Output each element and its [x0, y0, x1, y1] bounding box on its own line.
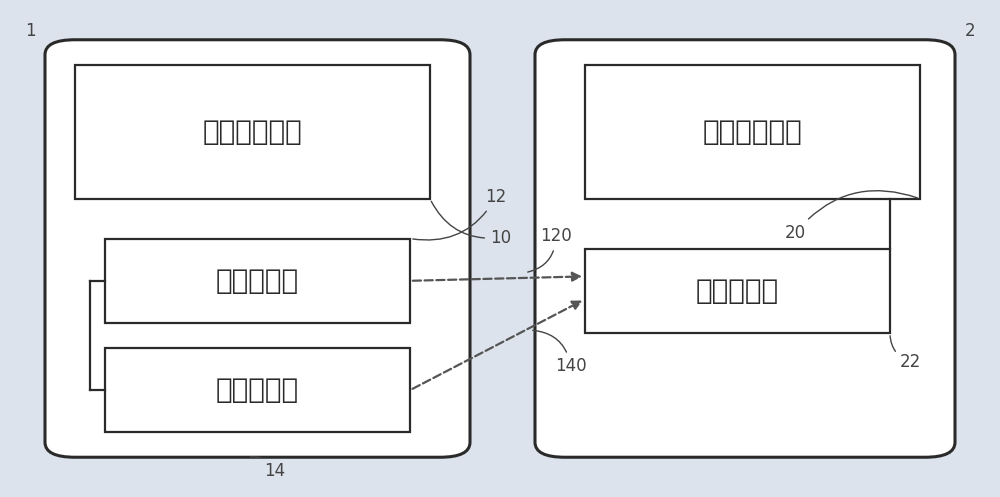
Text: 第二扬声器: 第二扬声器 [216, 376, 299, 404]
Text: 120: 120 [528, 227, 572, 272]
FancyBboxPatch shape [75, 65, 430, 199]
Text: 22: 22 [890, 336, 921, 371]
Text: 2: 2 [964, 22, 975, 40]
Text: 第一处理模组: 第一处理模组 [203, 118, 302, 146]
FancyBboxPatch shape [105, 239, 410, 323]
Text: 20: 20 [785, 191, 917, 242]
Text: 第二处理模组: 第二处理模组 [703, 118, 802, 146]
FancyBboxPatch shape [585, 65, 920, 199]
FancyBboxPatch shape [535, 40, 955, 457]
FancyBboxPatch shape [105, 348, 410, 432]
Text: 12: 12 [413, 188, 506, 240]
FancyBboxPatch shape [585, 248, 890, 333]
Text: 第一麦克风: 第一麦克风 [696, 277, 779, 305]
Text: 1: 1 [25, 22, 36, 40]
Text: 140: 140 [533, 331, 587, 376]
Text: 14: 14 [250, 457, 286, 480]
FancyBboxPatch shape [45, 40, 470, 457]
Text: 第一扬声器: 第一扬声器 [216, 267, 299, 295]
Text: 10: 10 [431, 201, 511, 247]
